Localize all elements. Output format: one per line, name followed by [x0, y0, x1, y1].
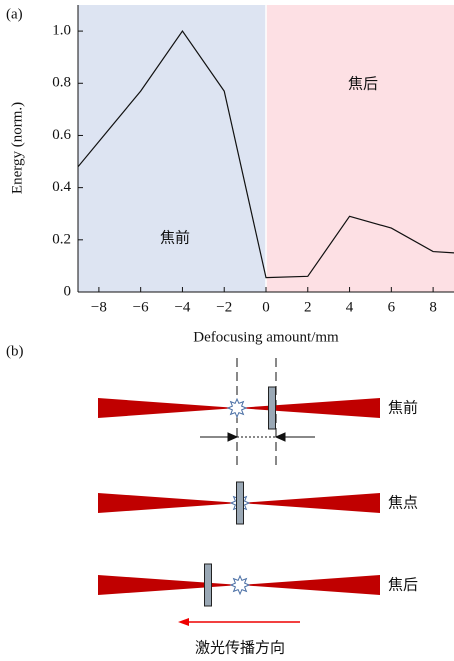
guides [200, 358, 315, 470]
plasma [226, 397, 248, 419]
x-tick-label: 4 [346, 299, 354, 315]
target-plate [236, 481, 244, 525]
x-axis-label: Defocusing amount/mm [193, 329, 339, 345]
line [78, 30, 454, 279]
y-tick-label: 0.2 [52, 231, 71, 247]
region-label: 焦后 [348, 75, 378, 93]
x-tick-label: −4 [174, 299, 190, 315]
beam [237, 398, 380, 418]
arrow-head [274, 432, 286, 442]
y-tick-label: 0.4 [52, 179, 71, 195]
x-tick-label: −6 [133, 299, 149, 315]
beam [240, 575, 380, 595]
target-plate [268, 386, 276, 430]
row-label: 焦点 [388, 494, 418, 512]
x-tick-label: 0 [262, 299, 270, 315]
arrow-head [227, 432, 239, 442]
x-tick-label: 2 [304, 299, 312, 315]
y-tick-label: 1.0 [52, 23, 71, 39]
y-tick-label: 0.8 [52, 75, 71, 91]
target-plate [204, 563, 212, 607]
x-tick-label: −8 [91, 299, 107, 315]
y-axis-label: Energy (norm.) [9, 102, 25, 194]
panel-label: (b) [6, 343, 24, 359]
region [78, 5, 266, 292]
beam [98, 398, 237, 418]
row-label: 焦前 [388, 399, 418, 417]
region [266, 5, 454, 292]
beam [240, 493, 380, 513]
x-tick-label: −2 [216, 299, 232, 315]
x-tick-label: 6 [388, 299, 396, 315]
y-tick-label: 0.6 [52, 127, 71, 143]
beam [98, 493, 240, 513]
region-label: 焦前 [160, 229, 190, 247]
regions: 焦前 焦后 [78, 5, 454, 292]
y-tick-label: 0 [64, 283, 72, 299]
beam [98, 575, 240, 595]
plot: 0 0.2 0.4 0.6 0.8 1.0 −8 −6 −4 −2 0 2 4 6 8 [52, 5, 454, 315]
plasma [229, 574, 251, 596]
panel-label: (a) [6, 6, 23, 22]
x-tick-label: 8 [429, 299, 437, 315]
direction-arrow-head [178, 618, 189, 626]
row-label: 焦后 [388, 576, 418, 594]
direction-label: 激光传播方向 [195, 639, 285, 657]
